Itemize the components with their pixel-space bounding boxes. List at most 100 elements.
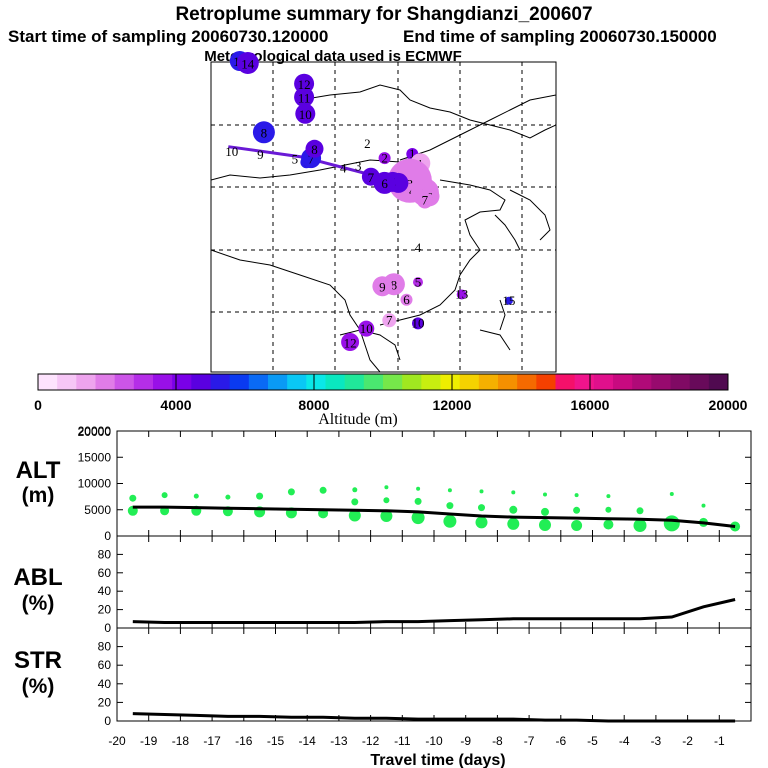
y-tick-label: 80 bbox=[98, 640, 112, 654]
colorbar-segment bbox=[402, 374, 422, 390]
abl-line bbox=[132, 598, 736, 624]
colorbar-segment bbox=[517, 374, 537, 390]
alt-bubble bbox=[383, 497, 390, 504]
map-marker bbox=[382, 313, 397, 328]
y-tick-label: 10000 bbox=[78, 477, 112, 491]
x-tick-label: -11 bbox=[394, 734, 411, 748]
colorbar-frame bbox=[37, 373, 729, 391]
travel-time-axis: -20 -19 -18 -17 -16 -15 -14 -13 -12 -11 -10 -9 -8 -7 -… bbox=[108, 734, 725, 748]
str-line bbox=[132, 712, 736, 723]
map-marker-label: 10 bbox=[299, 107, 312, 122]
alt-bubble bbox=[446, 502, 454, 510]
abl-panel: 0 20 40 60 80 ABL (%) bbox=[13, 535, 752, 635]
alt-bubble bbox=[478, 504, 485, 512]
colorbar-segment bbox=[248, 374, 269, 390]
alt-ylabel-line2: (m) bbox=[22, 484, 55, 507]
y-tick-label: 80 bbox=[98, 547, 112, 561]
x-tick-label: -2 bbox=[682, 734, 693, 748]
alt-bubble bbox=[539, 519, 551, 531]
alt-bubble bbox=[380, 510, 393, 522]
colorbar-segment bbox=[670, 374, 691, 390]
colorbar-tick-label: 8000 bbox=[298, 397, 329, 413]
colorbar-segment bbox=[440, 374, 461, 390]
colorbar-tick-label: 20000 bbox=[709, 397, 748, 413]
colorbar-segment bbox=[383, 374, 403, 390]
alt-bubble bbox=[606, 494, 611, 499]
map-marker-label: 8 bbox=[261, 126, 268, 141]
alt-bubble bbox=[701, 503, 706, 508]
colorbar-segment bbox=[133, 374, 154, 390]
x-tick-label: -3 bbox=[651, 734, 662, 748]
colorbar-segment bbox=[363, 374, 384, 390]
str-ylabel-line1: STR bbox=[14, 647, 62, 674]
map-marker-label: 13 bbox=[455, 287, 468, 302]
colorbar-segment bbox=[38, 374, 58, 390]
colorbar-segment bbox=[689, 374, 710, 390]
colorbar-segment bbox=[172, 374, 192, 390]
figure-title: Retroplume summary for Shangdianzi_20060… bbox=[175, 4, 592, 25]
y-tick-label: 0 bbox=[104, 714, 111, 728]
alt-bubble bbox=[352, 487, 358, 493]
colorbar-segment bbox=[421, 374, 441, 390]
y-tick-label: 15000 bbox=[78, 450, 112, 464]
map-marker bbox=[372, 276, 393, 297]
map-marker bbox=[236, 52, 259, 74]
colorbar-tick-label: 12000 bbox=[433, 397, 472, 413]
alt-bubble bbox=[574, 493, 579, 498]
y-tick-label: 20000 bbox=[78, 425, 112, 439]
alt-bubble bbox=[225, 494, 231, 500]
alt-bubble bbox=[511, 490, 516, 495]
colorbar-segment bbox=[210, 374, 231, 390]
map-marker-label: 1 bbox=[409, 146, 416, 161]
x-tick-label: -20 bbox=[108, 734, 126, 748]
map-marker-label: 7 bbox=[368, 170, 375, 185]
alt-bubble bbox=[129, 494, 137, 502]
x-tick-label: -13 bbox=[330, 734, 348, 748]
map-marker bbox=[305, 139, 324, 158]
colorbar-segment bbox=[114, 374, 135, 390]
map-marker-label: 15 bbox=[502, 293, 515, 308]
map-marker-label: 10 bbox=[360, 321, 373, 336]
str-frame bbox=[116, 627, 752, 722]
alt-bubble bbox=[479, 489, 484, 494]
alt-bubble bbox=[633, 519, 647, 532]
alt-bubble bbox=[605, 506, 612, 513]
alt-bubble bbox=[414, 497, 422, 505]
colorbar-segment bbox=[76, 374, 96, 390]
colorbar-tick-label: 0 bbox=[34, 397, 42, 413]
map-marker bbox=[400, 293, 413, 306]
alt-bubble bbox=[509, 505, 518, 514]
map-gridlines bbox=[211, 62, 556, 372]
map-marker-label: 4 bbox=[340, 161, 347, 176]
map-marker-label: 7 bbox=[386, 313, 393, 328]
map-marker-label: 9 bbox=[379, 280, 386, 295]
colorbar-segment bbox=[153, 374, 173, 390]
colorbar-segment bbox=[459, 374, 480, 390]
alt-bubble bbox=[319, 486, 327, 494]
y-tick-label: 20 bbox=[98, 603, 112, 617]
colorbar-segment bbox=[344, 374, 365, 390]
y-tick-label: 40 bbox=[98, 584, 112, 598]
colorbar-tick-label: 16000 bbox=[571, 397, 610, 413]
map-marker-label: 10 bbox=[412, 316, 425, 331]
map-marker-label: 10 bbox=[225, 144, 238, 159]
map-marker-label: 8 bbox=[311, 142, 318, 157]
colorbar-segment bbox=[574, 374, 595, 390]
alt-bubble bbox=[193, 493, 199, 499]
alt-bubble bbox=[571, 520, 583, 531]
x-tick-label: -10 bbox=[425, 734, 443, 748]
alt-bubble bbox=[416, 486, 421, 491]
map-markers: 1123456745674322567891081011121214456789… bbox=[225, 51, 515, 351]
map-frame bbox=[210, 61, 557, 373]
colorbar-tick-label: 4000 bbox=[160, 397, 191, 413]
map-marker-label: 7 bbox=[422, 193, 429, 208]
y-tick-label: 20 bbox=[98, 695, 112, 709]
alt-bubble bbox=[256, 492, 264, 500]
alt-bubble bbox=[669, 492, 674, 496]
colorbar-segment bbox=[191, 374, 211, 390]
map-marker-label: 14 bbox=[241, 56, 255, 71]
colorbar-segment bbox=[306, 374, 326, 390]
map-marker bbox=[341, 333, 360, 351]
map-marker-label: 5 bbox=[415, 274, 422, 289]
